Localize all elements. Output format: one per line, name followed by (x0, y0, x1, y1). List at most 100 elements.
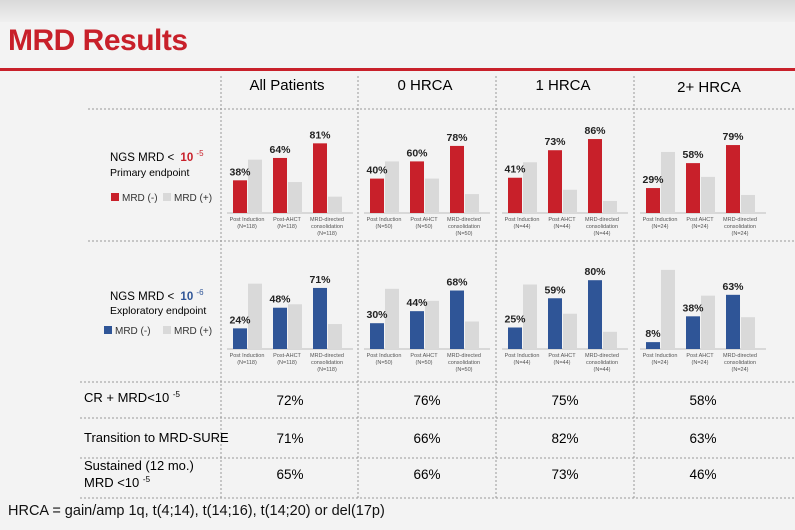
transition-1hrca: 82% (551, 431, 578, 446)
category-label-all-patients-primary-2-2: (N=118) (317, 231, 337, 237)
sustained-2hrca: 46% (689, 467, 716, 482)
category-label-all-patients-exploratory-2-1: consolidation (311, 360, 343, 366)
category-label-all-patients-primary-0-0: Post Induction (230, 217, 265, 223)
category-label-2-hrca-primary-1-1: (N=24) (692, 224, 709, 230)
sustained-0hrca: 66% (413, 467, 440, 482)
category-label-0-hrca-exploratory-0-0: Post Induction (367, 353, 402, 359)
summary-label-cr-mrd-exp: -5 (173, 390, 181, 399)
column-headers: All Patients 0 HRCA 1 HRCA 2+ HRCA (249, 77, 740, 96)
bar-mrd-neg-all-patients-exploratory-2 (313, 287, 327, 349)
legend-pos-label-exploratory: MRD (+) (174, 326, 212, 337)
value-label-1-hrca-primary-2: 86% (584, 125, 606, 137)
cr-mrd-0hrca: 76% (413, 393, 440, 408)
category-label-2-hrca-exploratory-2-1: consolidation (724, 360, 756, 366)
category-label-1-hrca-exploratory-2-2: (N=44) (594, 367, 611, 373)
bar-mrd-neg-all-patients-exploratory-1 (273, 307, 287, 349)
header-1-hrca: 1 HRCA (535, 77, 590, 94)
bar-mrd-neg-2-hrca-exploratory-1 (686, 316, 700, 349)
bar-mrd-pos-0-hrca-primary-0 (385, 161, 399, 213)
bar-mrd-neg-2-hrca-primary-0 (646, 188, 660, 213)
category-label-0-hrca-exploratory-1-1: (N=50) (416, 360, 433, 366)
bar-mrd-pos-1-hrca-primary-1 (563, 189, 577, 213)
category-label-2-hrca-primary-1-0: Post AHCT (686, 217, 714, 223)
exploratory-subtitle: Exploratory endpoint (110, 305, 206, 317)
value-label-all-patients-exploratory-2: 71% (309, 274, 331, 286)
bar-mrd-pos-all-patients-exploratory-2 (328, 324, 342, 349)
category-label-2-hrca-exploratory-2-0: MRD-directed (723, 353, 757, 359)
value-label-2-hrca-primary-1: 58% (682, 149, 704, 161)
category-label-2-hrca-exploratory-0-0: Post Induction (643, 353, 678, 359)
bar-mrd-pos-0-hrca-exploratory-2 (465, 321, 479, 349)
category-label-all-patients-exploratory-0-1: (N=118) (237, 360, 257, 366)
category-label-0-hrca-exploratory-2-2: (N=50) (456, 367, 473, 373)
bar-mrd-neg-all-patients-primary-2 (313, 143, 327, 213)
category-label-0-hrca-primary-1-1: (N=50) (416, 224, 433, 230)
bar-mrd-pos-1-hrca-primary-2 (603, 200, 617, 213)
primary-threshold-exp: -5 (196, 149, 204, 158)
value-label-1-hrca-exploratory-2: 80% (584, 266, 606, 278)
legend-swatch-grey-2 (163, 326, 171, 334)
category-label-1-hrca-primary-0-0: Post Induction (505, 217, 540, 223)
value-label-2-hrca-primary-2: 79% (722, 131, 744, 143)
bar-mrd-pos-all-patients-exploratory-1 (288, 304, 302, 349)
bar-mrd-neg-0-hrca-primary-2 (450, 145, 464, 213)
category-label-1-hrca-primary-2-1: consolidation (586, 224, 618, 230)
category-label-all-patients-primary-2-0: MRD-directed (310, 217, 344, 223)
summary-label-cr-mrd: CR + MRD<10 (84, 390, 169, 405)
bar-mrd-neg-2-hrca-exploratory-0 (646, 342, 660, 349)
transition-0hrca: 66% (413, 431, 440, 446)
category-label-all-patients-primary-1-1: (N=118) (277, 224, 297, 230)
bar-mrd-neg-1-hrca-exploratory-1 (548, 298, 562, 349)
exploratory-row-label: NGS MRD < 10 -6 Exploratory endpoint MRD… (104, 288, 212, 337)
hrca-footnote: HRCA = gain/amp 1q, t(4;14), t(14;16), t… (8, 503, 385, 519)
bar-mrd-neg-0-hrca-exploratory-2 (450, 290, 464, 349)
bar-mrd-pos-all-patients-primary-1 (288, 182, 302, 213)
bar-mrd-pos-1-hrca-exploratory-2 (603, 331, 617, 349)
bar-mrd-neg-all-patients-primary-1 (273, 157, 287, 213)
value-label-1-hrca-exploratory-1: 59% (544, 284, 566, 296)
bar-mrd-pos-2-hrca-primary-0 (661, 151, 675, 213)
category-label-0-hrca-primary-2-1: consolidation (448, 224, 480, 230)
category-label-all-patients-exploratory-2-0: MRD-directed (310, 353, 344, 359)
bar-mrd-pos-0-hrca-exploratory-1 (425, 300, 439, 349)
category-label-2-hrca-exploratory-1-0: Post AHCT (686, 353, 714, 359)
sustained-all: 65% (276, 467, 303, 482)
bar-mrd-pos-0-hrca-primary-2 (465, 194, 479, 213)
category-label-1-hrca-exploratory-1-0: Post AHCT (548, 353, 576, 359)
bar-mrd-neg-0-hrca-primary-0 (370, 178, 384, 213)
table-grid (80, 76, 795, 499)
value-label-0-hrca-primary-0: 40% (366, 165, 388, 177)
value-label-0-hrca-primary-2: 78% (446, 132, 468, 144)
svg-text:NGS MRD < 10 -6: NGS MRD < 10 -6 (110, 288, 204, 303)
transition-all: 71% (276, 431, 303, 446)
summary-label-sustained: Sustained (12 mo.) (84, 458, 194, 473)
results-figure: All Patients 0 HRCA 1 HRCA 2+ HRCA NGS M… (80, 76, 795, 499)
value-label-all-patients-primary-2: 81% (309, 129, 331, 141)
category-label-0-hrca-primary-2-0: MRD-directed (447, 217, 481, 223)
bar-mrd-neg-1-hrca-primary-1 (548, 150, 562, 213)
bar-mrd-neg-0-hrca-primary-1 (410, 161, 424, 213)
header-2plus-hrca: 2+ HRCA (677, 79, 741, 96)
category-label-2-hrca-exploratory-2-2: (N=24) (732, 367, 749, 373)
primary-label-prefix: NGS MRD < (110, 152, 175, 164)
bar-mrd-neg-all-patients-exploratory-0 (233, 328, 247, 349)
category-label-0-hrca-exploratory-1-0: Post AHCT (410, 353, 438, 359)
category-label-all-patients-exploratory-0-0: Post Induction (230, 353, 265, 359)
svg-text:CR + MRD<10 -5: CR + MRD<10 -5 (84, 390, 181, 405)
summary-values: 72% 76% 75% 58% 71% 66% 82% 63% 65% 66% … (276, 393, 716, 482)
category-label-1-hrca-primary-1-0: Post AHCT (548, 217, 576, 223)
category-label-2-hrca-primary-2-0: MRD-directed (723, 217, 757, 223)
category-label-0-hrca-primary-2-2: (N=50) (456, 231, 473, 237)
legend-neg-label-exploratory: MRD (-) (115, 326, 151, 337)
category-label-1-hrca-exploratory-2-1: consolidation (586, 360, 618, 366)
category-label-all-patients-primary-1-0: Post-AHCT (273, 217, 301, 223)
category-label-0-hrca-exploratory-2-0: MRD-directed (447, 353, 481, 359)
bar-mrd-pos-all-patients-primary-2 (328, 196, 342, 213)
value-label-2-hrca-exploratory-2: 63% (722, 281, 744, 293)
sustained-1hrca: 73% (551, 467, 578, 482)
category-label-2-hrca-exploratory-1-1: (N=24) (692, 360, 709, 366)
primary-threshold-base: 10 (180, 152, 193, 164)
bar-mrd-neg-2-hrca-exploratory-2 (726, 294, 740, 349)
bar-mrd-pos-2-hrca-exploratory-0 (661, 269, 675, 349)
bar-mrd-neg-1-hrca-exploratory-2 (588, 280, 602, 349)
